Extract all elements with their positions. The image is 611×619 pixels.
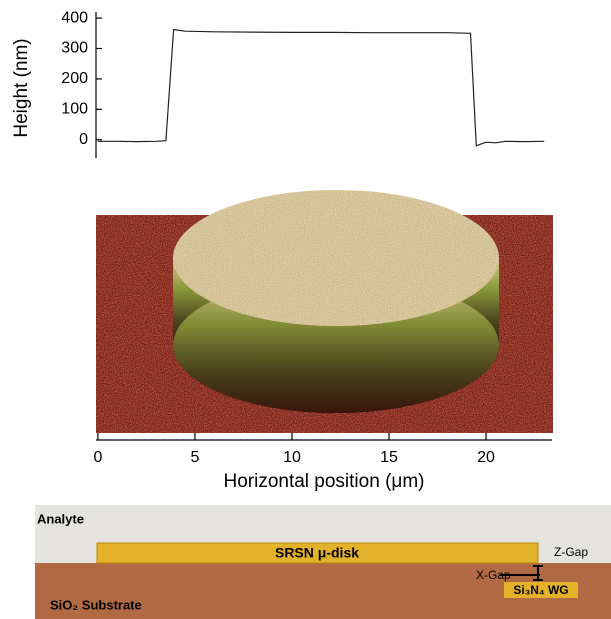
figure: Height (nm) Horizontal position (μm) Ana… (0, 0, 611, 619)
y-tick-label: 400 (61, 9, 88, 26)
waveguide-label: Si₃N₄ WG (513, 583, 568, 597)
x-tick-label: 0 (93, 449, 102, 466)
y-tick-label: 300 (61, 40, 88, 57)
z-gap-label: Z-Gap (554, 545, 588, 559)
x-gap-label: X-Gap (476, 568, 511, 582)
y-axis-label: Height (nm) (11, 38, 32, 137)
x-tick-label: 20 (477, 449, 495, 466)
afm-image (96, 190, 553, 433)
y-tick-label: 100 (61, 101, 88, 118)
x-tick-label: 5 (191, 449, 200, 466)
schematic: Analyte SRSN μ-disk Z-Gap X-Gap Si₃N₄ WG… (35, 505, 611, 619)
y-tick-label: 200 (61, 70, 88, 87)
substrate-label: SiO₂ Substrate (50, 597, 142, 612)
x-tick-label: 15 (380, 449, 398, 466)
disk-label: SRSN μ-disk (275, 545, 359, 561)
x-axis-label: Horizontal position (μm) (223, 471, 424, 492)
x-tick-label: 10 (283, 449, 301, 466)
analyte-label: Analyte (37, 511, 84, 526)
profile-line (98, 30, 544, 146)
y-tick-label: 0 (79, 131, 88, 148)
